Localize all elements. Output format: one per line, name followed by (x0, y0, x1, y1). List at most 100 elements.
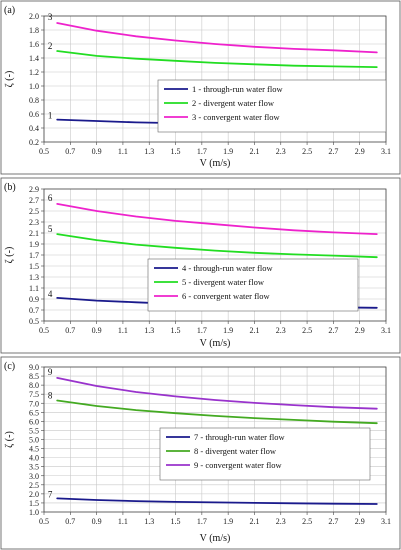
panel-3: 0.5 0.7 0.9 1.1 1.3 1.5 1.7 1.9 2.1 2.3 2.5 2.7 2.9 3… (0, 356, 401, 550)
y-tick-label: 4.0 (29, 454, 39, 463)
y-tick-label: 1.2 (29, 68, 39, 77)
y-tick-label: 1.3 (29, 273, 39, 282)
series-line-2 (56, 50, 378, 68)
y-tick-label: 2.7 (29, 196, 39, 205)
x-tick-label: 1.3 (144, 517, 154, 526)
panel-1: 0.5 0.7 0.9 1.1 1.3 1.5 1.7 1.9 2.1 2.3 2.5 2.7 2.9 3… (0, 0, 401, 175)
x-tick-label: 0.7 (65, 147, 75, 156)
y-tick-label: 2.1 (29, 229, 39, 238)
y-tick-label: 8.0 (29, 381, 39, 390)
curve-number-label: 7 (48, 489, 53, 499)
x-tick-label: 2.7 (328, 147, 338, 156)
x-tick-label: 1.9 (223, 517, 233, 526)
legend-entry: 1 - through-run water flow (192, 84, 284, 94)
x-tick-label: 2.9 (355, 326, 365, 335)
y-tick-label: 2.0 (29, 12, 39, 21)
series-line-5 (56, 233, 378, 259)
panel-label: (c) (4, 361, 15, 372)
curve-number-label: 8 (48, 391, 53, 401)
x-tick-label: 0.5 (39, 326, 49, 335)
legend-entry: 3 - convergent water flow (192, 112, 281, 122)
x-tick-label: 2.1 (249, 517, 259, 526)
y-tick-label: 1.5 (29, 499, 39, 508)
x-tick-label: 3.1 (381, 326, 391, 335)
y-tick-label: 5.0 (29, 436, 39, 445)
x-tick-label: 2.7 (328, 517, 338, 526)
y-tick-label: 1.7 (29, 251, 39, 260)
plot-frame (43, 188, 387, 322)
y-tick-label: 0.8 (29, 96, 39, 105)
y-tick-label: 7.0 (29, 399, 39, 408)
x-tick-label: 0.9 (92, 517, 102, 526)
y-tick-label: 0.7 (29, 306, 39, 315)
x-tick-label: 1.5 (171, 147, 181, 156)
curve-number-label: 3 (48, 12, 53, 22)
x-tick-label: 2.5 (302, 147, 312, 156)
x-tick-label: 0.9 (92, 147, 102, 156)
y-tick-label: 2.9 (29, 185, 39, 194)
x-tick-label: 2.9 (355, 147, 365, 156)
x-tick-label: 1.5 (171, 326, 181, 335)
x-tick-label: 2.1 (249, 147, 259, 156)
legend-entry: 4 - through-run water flow (182, 263, 274, 273)
y-tick-label: 1.5 (29, 262, 39, 271)
y-tick-label: 2.0 (29, 490, 39, 499)
legend-box (157, 79, 387, 133)
x-tick-label: 0.5 (39, 147, 49, 156)
curve-number-label: 2 (48, 41, 53, 51)
x-tick-label: 2.1 (249, 326, 259, 335)
curve-number-label: 4 (48, 289, 53, 299)
x-tick-label: 2.5 (302, 517, 312, 526)
x-tick-label: 3.1 (381, 147, 391, 156)
panel-2: 0.5 0.7 0.9 1.1 1.3 1.5 1.7 1.9 2.1 2.3 2.5 2.7 2.9 3… (0, 177, 401, 354)
x-tick-label: 2.3 (276, 326, 286, 335)
legend-entry: 9 - convergent water flow (194, 460, 283, 470)
y-axis-label: ζ (-) (4, 431, 15, 448)
panel-label: (b) (4, 182, 16, 193)
x-tick-label: 2.3 (276, 147, 286, 156)
x-tick-label: 0.7 (65, 517, 75, 526)
legend-box (159, 427, 371, 481)
y-tick-label: 1.6 (29, 40, 39, 49)
x-tick-label: 2.5 (302, 326, 312, 335)
x-tick-label: 1.3 (144, 326, 154, 335)
y-tick-label: 1.8 (29, 26, 39, 35)
series-line-8 (56, 399, 378, 425)
x-tick-label: 1.7 (197, 147, 207, 156)
y-tick-label: 7.5 (29, 390, 39, 399)
x-tick-label: 1.7 (197, 517, 207, 526)
x-tick-label: 0.5 (39, 517, 49, 526)
x-tick-label: 2.3 (276, 517, 286, 526)
y-tick-label: 6.5 (29, 408, 39, 417)
x-tick-label: 1.1 (118, 147, 128, 156)
legend-entry: 7 - through-run water flow (194, 432, 286, 442)
series-line-9 (56, 376, 378, 410)
y-tick-label: 3.5 (29, 463, 39, 472)
series-line-7 (56, 497, 378, 505)
y-tick-label: 1.0 (29, 82, 39, 91)
x-tick-label: 0.7 (65, 326, 75, 335)
y-tick-label: 2.3 (29, 218, 39, 227)
curve-number-label: 5 (48, 224, 53, 234)
series-line-3 (56, 22, 378, 54)
y-tick-label: 5.5 (29, 426, 39, 435)
legend-entry: 6 - convergent water flow (182, 291, 271, 301)
x-tick-label: 1.9 (223, 147, 233, 156)
y-tick-label: 2.5 (29, 481, 39, 490)
x-tick-label: 1.7 (197, 326, 207, 335)
legend-entry: 5 - divergent water flow (182, 277, 265, 287)
x-tick-label: 0.9 (92, 326, 102, 335)
y-tick-label: 4.5 (29, 445, 39, 454)
plot-frame (43, 366, 387, 513)
y-tick-label: 1.9 (29, 240, 39, 249)
y-tick-label: 0.5 (29, 317, 39, 326)
y-axis-label: ζ (-) (4, 71, 15, 88)
y-tick-label: 0.9 (29, 295, 39, 304)
curve-number-label: 6 (48, 193, 53, 203)
legend-entry: 8 - divergent water flow (194, 446, 277, 456)
x-tick-label: 2.9 (355, 517, 365, 526)
x-axis-label: V (m/s) (200, 533, 231, 544)
x-tick-label: 3.1 (381, 517, 391, 526)
x-tick-label: 1.1 (118, 326, 128, 335)
